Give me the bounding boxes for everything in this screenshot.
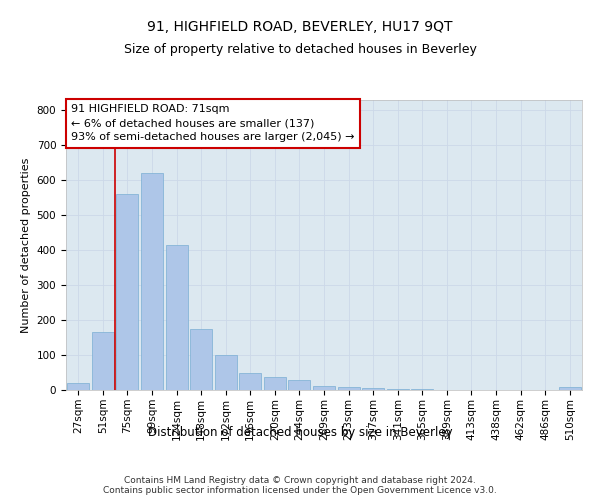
Bar [92,332,114,390]
Bar [313,386,335,390]
Bar [67,383,89,390]
Bar [239,372,262,390]
Bar [362,388,384,390]
Text: Distribution of detached houses by size in Beverley: Distribution of detached houses by size … [148,426,452,439]
Bar [166,245,188,390]
Bar [289,380,310,390]
Text: 91, HIGHFIELD ROAD, BEVERLEY, HU17 9QT: 91, HIGHFIELD ROAD, BEVERLEY, HU17 9QT [147,20,453,34]
Text: Size of property relative to detached houses in Beverley: Size of property relative to detached ho… [124,42,476,56]
Bar [141,174,163,390]
Text: Contains HM Land Registry data © Crown copyright and database right 2024.
Contai: Contains HM Land Registry data © Crown c… [103,476,497,495]
Bar [386,389,409,390]
Y-axis label: Number of detached properties: Number of detached properties [21,158,31,332]
Bar [215,355,237,390]
Bar [338,387,359,390]
Text: 91 HIGHFIELD ROAD: 71sqm
← 6% of detached houses are smaller (137)
93% of semi-d: 91 HIGHFIELD ROAD: 71sqm ← 6% of detache… [71,104,355,142]
Bar [190,329,212,390]
Bar [116,194,139,390]
Bar [264,376,286,390]
Bar [559,387,581,390]
